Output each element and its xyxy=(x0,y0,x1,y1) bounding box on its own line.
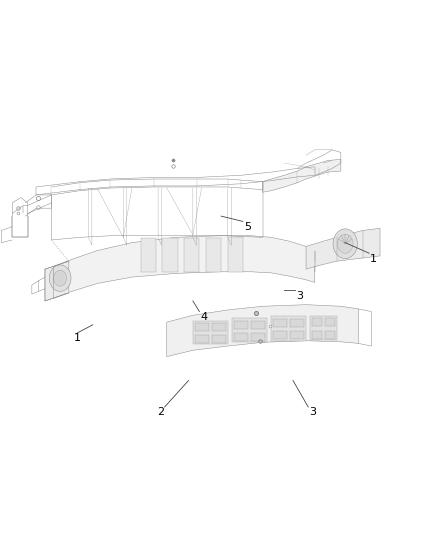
Polygon shape xyxy=(290,319,304,327)
Text: 2: 2 xyxy=(157,407,164,417)
Polygon shape xyxy=(162,238,178,272)
Circle shape xyxy=(333,229,357,259)
Polygon shape xyxy=(325,330,335,338)
Circle shape xyxy=(53,270,67,286)
Text: 1: 1 xyxy=(370,254,377,263)
Polygon shape xyxy=(167,305,358,357)
Polygon shape xyxy=(306,228,380,269)
Polygon shape xyxy=(312,330,322,338)
Polygon shape xyxy=(67,236,315,293)
Text: 3: 3 xyxy=(309,407,316,417)
Polygon shape xyxy=(273,331,287,339)
Polygon shape xyxy=(232,318,267,342)
Polygon shape xyxy=(228,237,243,272)
Polygon shape xyxy=(206,238,221,272)
Polygon shape xyxy=(212,323,226,331)
Polygon shape xyxy=(251,333,265,341)
Polygon shape xyxy=(194,335,208,343)
Polygon shape xyxy=(273,319,287,327)
Polygon shape xyxy=(141,238,156,272)
Polygon shape xyxy=(184,238,199,272)
Text: 5: 5 xyxy=(244,222,251,232)
Polygon shape xyxy=(234,321,248,329)
Text: 1: 1 xyxy=(74,333,81,343)
Polygon shape xyxy=(251,321,265,329)
Polygon shape xyxy=(290,331,304,339)
Polygon shape xyxy=(271,317,306,341)
Text: 3: 3 xyxy=(296,290,303,301)
Polygon shape xyxy=(45,261,69,301)
Text: 4: 4 xyxy=(200,312,207,322)
Polygon shape xyxy=(212,335,226,343)
Circle shape xyxy=(49,265,71,292)
Polygon shape xyxy=(325,318,335,326)
Polygon shape xyxy=(193,320,228,344)
Polygon shape xyxy=(262,159,341,192)
Polygon shape xyxy=(194,323,208,331)
Polygon shape xyxy=(312,318,322,326)
Polygon shape xyxy=(311,316,336,340)
Polygon shape xyxy=(234,333,248,341)
Circle shape xyxy=(337,234,353,253)
